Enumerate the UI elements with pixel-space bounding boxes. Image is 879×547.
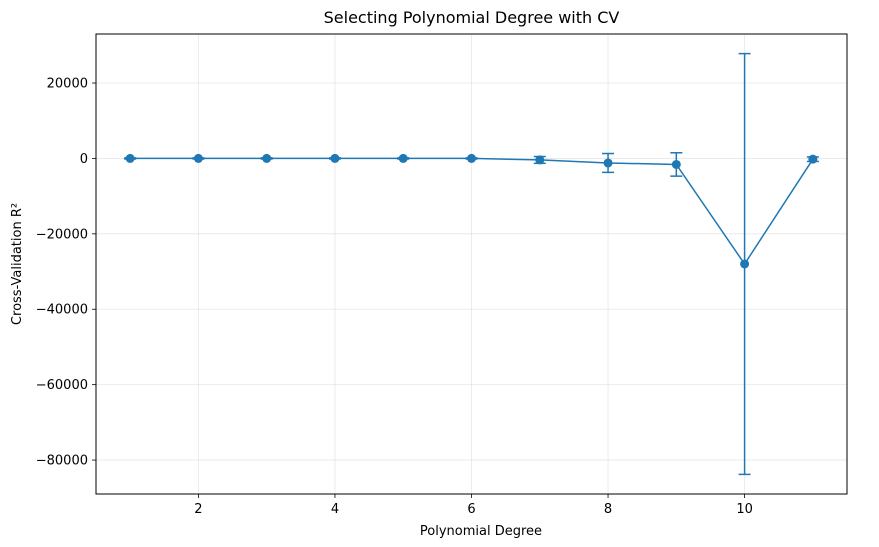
data-point (603, 158, 613, 168)
chart-title: Selecting Polynomial Degree with CV (324, 8, 620, 27)
x-tick-label: 2 (194, 502, 202, 517)
data-point (330, 153, 340, 163)
y-tick-label: −20000 (36, 227, 88, 242)
x-axis-ticks: 2 4 6 8 10 (194, 494, 753, 517)
y-tick-label: 0 (80, 152, 88, 167)
y-tick-label: −60000 (36, 378, 88, 393)
data-point (262, 153, 272, 163)
x-tick-label: 4 (331, 502, 339, 517)
x-axis-label: Polynomial Degree (420, 524, 542, 539)
grid (96, 34, 847, 494)
markers (125, 153, 818, 269)
y-tick-label: −40000 (36, 303, 88, 318)
x-tick-label: 10 (736, 502, 753, 517)
data-point (467, 153, 476, 163)
x-tick-label: 8 (604, 502, 612, 517)
data-point (535, 155, 545, 165)
data-point (398, 153, 408, 163)
x-tick-label: 6 (467, 502, 475, 517)
data-point (193, 153, 203, 163)
y-tick-label: 20000 (47, 77, 88, 92)
data-point (671, 159, 681, 169)
y-axis-label: Cross-Validation R² (10, 203, 25, 325)
data-point (740, 259, 750, 269)
data-point (125, 153, 135, 163)
y-axis-ticks: 20000 0 −20000 −40000 −60000 −80000 (36, 77, 96, 469)
y-tick-label: −80000 (36, 454, 88, 469)
data-point (808, 154, 818, 164)
